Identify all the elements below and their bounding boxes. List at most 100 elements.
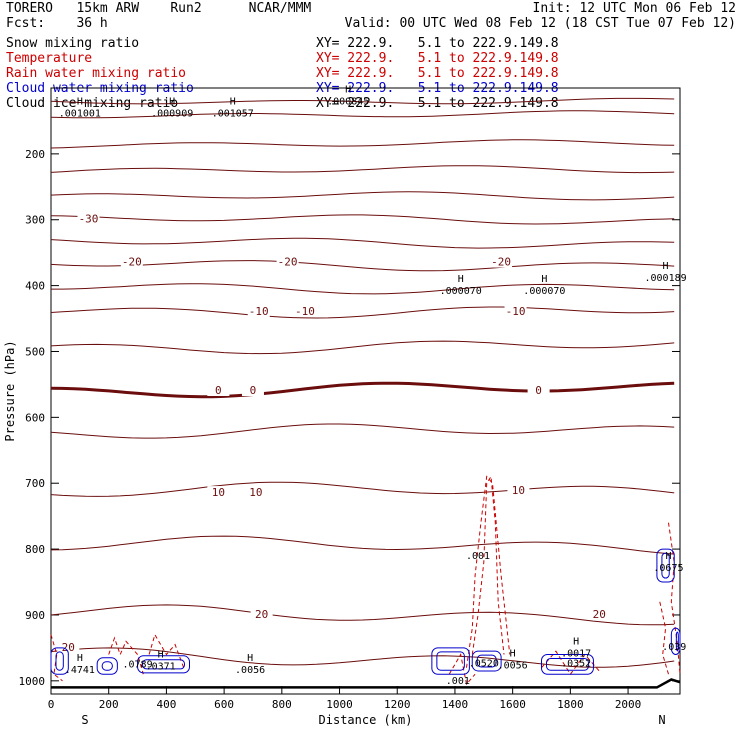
contour-label: 10 (212, 486, 225, 499)
high-marker: H (458, 274, 464, 285)
contour-label: 20 (255, 608, 268, 621)
rain-value-label: .039 (662, 642, 686, 653)
high-marker: H (230, 96, 236, 107)
contour-label-bg (57, 640, 80, 653)
cloud-water-contour (431, 647, 470, 675)
isotherm-line (50, 535, 675, 555)
cloud-water-contour-inner (675, 631, 679, 651)
cloud-water-contour-inner (661, 552, 670, 579)
high-value-label: .000845 (327, 96, 369, 107)
plot-frame (50, 87, 681, 695)
contour-label-bg (504, 304, 527, 317)
isotherm-line (50, 237, 675, 249)
high-value-label: .0056 (235, 665, 265, 676)
cloud-water-contour-inner (101, 661, 113, 671)
x-tick-label: 800 (272, 698, 292, 711)
high-value-label: .000070 (440, 286, 482, 297)
high-value-label: .001057 (212, 108, 254, 119)
contour-label-bg (207, 384, 230, 396)
contour-label-bg (77, 212, 100, 225)
contour-label: -30 (79, 213, 99, 226)
x-tick-label: 1400 (442, 698, 469, 711)
contour-label-bg (276, 255, 299, 268)
y-tick-label: 500 (25, 345, 45, 358)
x-tick-label: 1600 (499, 698, 526, 711)
isotherm-line (50, 306, 675, 319)
x-end-label-north: N (658, 713, 665, 727)
contour-label-bg (490, 255, 513, 268)
cloud-water-contour-inner (55, 651, 64, 671)
contour-label: -10 (506, 305, 526, 318)
high-value-label: .001001 (59, 108, 101, 119)
high-marker: H (573, 636, 579, 647)
y-tick-label: 1000 (19, 675, 46, 688)
y-axis-title: Pressure (hPa) (3, 340, 17, 441)
isotherm-line (50, 340, 675, 355)
contour-label-bg (588, 607, 611, 620)
high-marker: H (345, 84, 351, 95)
high-value-label: .0675 (653, 563, 683, 574)
contour-label: 10 (512, 484, 525, 497)
cloud-water-contour-inner (436, 651, 465, 671)
high-value-label: .0017 (561, 648, 591, 659)
high-value-label: .000909 (151, 108, 193, 119)
x-tick-label: 2000 (615, 698, 642, 711)
cloud-water-contour (96, 657, 118, 675)
y-tick-label: 400 (25, 280, 45, 293)
contour-label: -20 (122, 256, 142, 269)
contour-label-bg (527, 384, 550, 396)
y-tick-label: 600 (25, 411, 45, 424)
high-value-label: .0056 (498, 660, 528, 671)
x-tick-label: 1000 (326, 698, 353, 711)
rain-value-label: .0789 (123, 660, 153, 671)
isotherm-line (50, 647, 675, 668)
cloud-water-contour-inner (546, 657, 589, 671)
contour-label-bg (507, 484, 530, 497)
rain-contour (668, 522, 681, 675)
y-tick-label: 300 (25, 214, 45, 227)
isotherm-line (50, 381, 675, 399)
contour-label-bg (120, 255, 143, 268)
high-marker: H (158, 650, 164, 661)
high-value-label: .4741 (65, 665, 95, 676)
isotherm-line (50, 139, 675, 149)
rain-contour (471, 475, 505, 655)
cloud-water-contour (50, 647, 69, 675)
rain-value-label: .0352 (561, 658, 591, 669)
legend-label-temperature: Temperature (6, 51, 93, 66)
legend-xy-snow: XY= 222.9. 5.1 to 222.9.149.8 (316, 36, 559, 51)
cloud-water-contour (541, 653, 594, 675)
cloud-water-contour (137, 655, 190, 674)
contour-label-bg (250, 607, 273, 620)
contour-label-bg (293, 304, 316, 317)
high-marker: H (663, 261, 669, 272)
model-title: TORERO 15km ARW Run2 NCAR/MMM (6, 1, 312, 16)
legend-label-snow: Snow mixing ratio (6, 36, 140, 51)
y-tick-label: 200 (25, 148, 45, 161)
x-tick-label: 400 (156, 698, 176, 711)
x-tick-label: 1200 (384, 698, 411, 711)
x-tick-label: 200 (99, 698, 119, 711)
high-marker: H (541, 274, 547, 285)
contour-label: 10 (249, 486, 262, 499)
contour-label-bg (207, 486, 230, 499)
cloud-water-contour (670, 627, 681, 655)
valid-time: Valid: 00 UTC Wed 08 Feb 12 (18 CST Tue … (344, 16, 736, 31)
isotherm-line (50, 97, 675, 105)
contour-label: 20 (593, 608, 606, 621)
rain-contour (659, 601, 669, 675)
isotherm-line (50, 191, 675, 201)
contour-label: 20 (62, 641, 75, 654)
high-marker: H (665, 551, 671, 562)
rain-contour (148, 633, 185, 668)
y-tick-label: 800 (25, 543, 45, 556)
legend-xy-temperature: XY= 222.9. 5.1 to 222.9.149.8 (316, 51, 559, 66)
y-tick-label: 700 (25, 477, 45, 490)
cloud-water-contour-inner (476, 654, 497, 668)
high-value-label: .000189 (644, 273, 686, 284)
isotherm-line (50, 481, 675, 497)
x-tick-label: 0 (48, 698, 55, 711)
contour-label: 0 (250, 384, 257, 397)
isotherm-line (50, 165, 675, 174)
